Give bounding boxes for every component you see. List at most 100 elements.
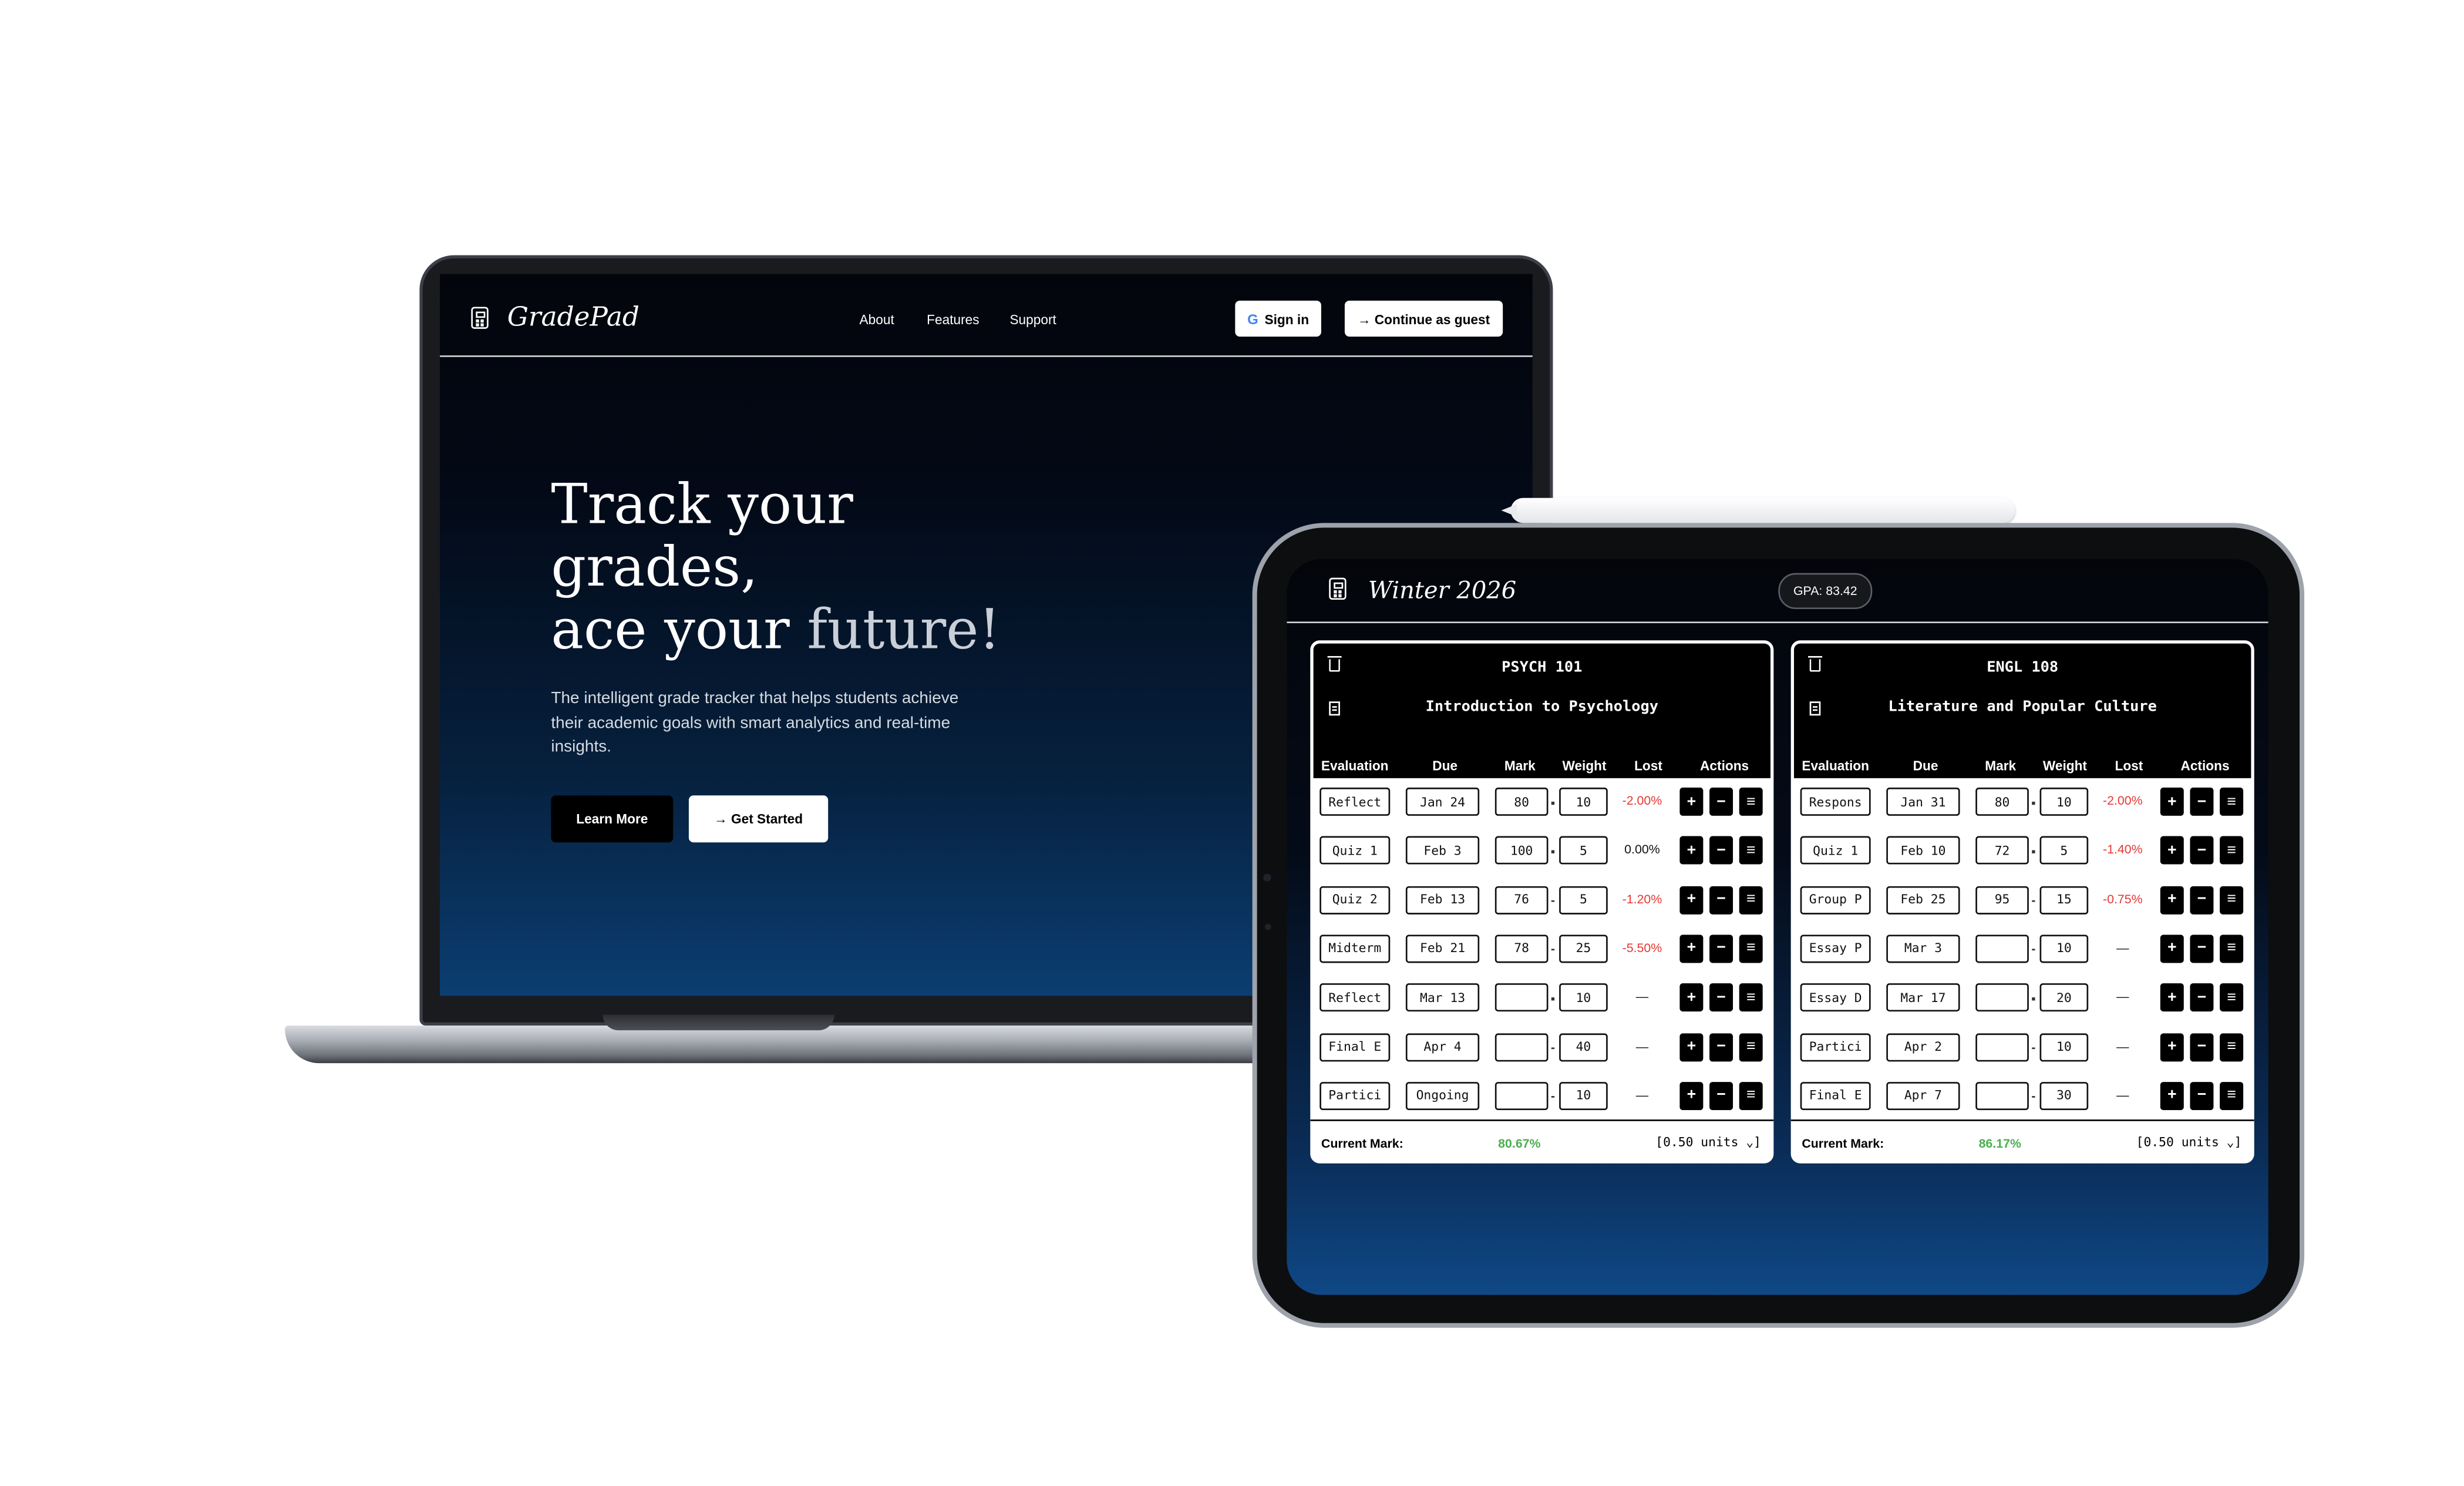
- menu-button[interactable]: ≡: [2220, 934, 2244, 963]
- subtract-button[interactable]: −: [2190, 836, 2214, 865]
- weight-field[interactable]: 40: [1559, 1033, 1608, 1061]
- subtract-button[interactable]: −: [1709, 1033, 1733, 1061]
- subtract-button[interactable]: −: [1709, 836, 1733, 865]
- evaluation-field[interactable]: Partici: [1319, 1081, 1391, 1110]
- mark-field[interactable]: 80: [1494, 787, 1549, 816]
- due-field[interactable]: Jan 24: [1405, 787, 1480, 816]
- weight-field[interactable]: 5: [1559, 885, 1608, 914]
- add-button[interactable]: +: [1679, 934, 1704, 963]
- get-started-button[interactable]: → Get Started: [688, 795, 829, 843]
- due-field[interactable]: Apr 2: [1886, 1033, 1960, 1061]
- evaluation-field[interactable]: Quiz 1: [1800, 836, 1871, 865]
- continue-as-guest-button[interactable]: → Continue as guest: [1344, 300, 1503, 337]
- add-button[interactable]: +: [2160, 787, 2184, 816]
- menu-button[interactable]: ≡: [2220, 983, 2244, 1012]
- mark-field[interactable]: 80: [1975, 787, 2029, 816]
- weight-field[interactable]: 20: [2039, 983, 2089, 1012]
- mark-field[interactable]: [1975, 934, 2029, 963]
- learn-more-button[interactable]: Learn More: [551, 795, 674, 843]
- weight-field[interactable]: 10: [2039, 934, 2089, 963]
- evaluation-field[interactable]: Final E: [1800, 1081, 1871, 1110]
- subtract-button[interactable]: −: [1709, 983, 1733, 1012]
- weight-field[interactable]: 10: [2039, 787, 2089, 816]
- weight-field[interactable]: 10: [1559, 1081, 1608, 1110]
- add-button[interactable]: +: [2160, 983, 2184, 1012]
- evaluation-field[interactable]: Essay D: [1800, 983, 1871, 1012]
- due-field[interactable]: Feb 3: [1405, 836, 1480, 865]
- subtract-button[interactable]: −: [1709, 787, 1733, 816]
- brand-name[interactable]: GradePad: [507, 302, 639, 334]
- due-field[interactable]: Feb 25: [1886, 885, 1960, 914]
- add-button[interactable]: +: [1679, 836, 1704, 865]
- evaluation-field[interactable]: Midterm: [1319, 934, 1391, 963]
- mark-field[interactable]: 72: [1975, 836, 2029, 865]
- due-field[interactable]: Ongoing: [1405, 1081, 1480, 1110]
- menu-button[interactable]: ≡: [1739, 934, 1763, 963]
- evaluation-field[interactable]: Respons: [1800, 787, 1871, 816]
- due-field[interactable]: Feb 13: [1405, 885, 1480, 914]
- menu-button[interactable]: ≡: [1739, 787, 1763, 816]
- evaluation-field[interactable]: Reflect: [1319, 787, 1391, 816]
- mark-field[interactable]: [1494, 1033, 1549, 1061]
- menu-button[interactable]: ≡: [2220, 885, 2244, 914]
- due-field[interactable]: Mar 17: [1886, 983, 1960, 1012]
- menu-button[interactable]: ≡: [2220, 836, 2244, 865]
- units-select[interactable]: [0.50 units ⌄]: [2136, 1135, 2242, 1149]
- trash-icon[interactable]: [1807, 655, 1822, 672]
- weight-field[interactable]: 5: [2039, 836, 2089, 865]
- units-select[interactable]: [0.50 units ⌄]: [1655, 1135, 1762, 1149]
- subtract-button[interactable]: −: [1709, 934, 1733, 963]
- document-icon[interactable]: [1809, 701, 1821, 716]
- mark-field[interactable]: [1975, 983, 2029, 1012]
- subtract-button[interactable]: −: [2190, 1081, 2214, 1110]
- menu-button[interactable]: ≡: [2220, 787, 2244, 816]
- due-field[interactable]: Mar 13: [1405, 983, 1480, 1012]
- due-field[interactable]: Feb 21: [1405, 934, 1480, 963]
- document-icon[interactable]: [1329, 701, 1340, 716]
- add-button[interactable]: +: [2160, 1033, 2184, 1061]
- menu-button[interactable]: ≡: [1739, 1033, 1763, 1061]
- mark-field[interactable]: [1494, 983, 1549, 1012]
- due-field[interactable]: Jan 31: [1886, 787, 1960, 816]
- subtract-button[interactable]: −: [2190, 1033, 2214, 1061]
- evaluation-field[interactable]: Quiz 1: [1319, 836, 1391, 865]
- nav-support[interactable]: Support: [1009, 311, 1056, 328]
- weight-field[interactable]: 15: [2039, 885, 2089, 914]
- mark-field[interactable]: 76: [1494, 885, 1549, 914]
- mark-field[interactable]: 95: [1975, 885, 2029, 914]
- weight-field[interactable]: 5: [1559, 836, 1608, 865]
- menu-button[interactable]: ≡: [1739, 983, 1763, 1012]
- evaluation-field[interactable]: Essay P: [1800, 934, 1871, 963]
- subtract-button[interactable]: −: [2190, 983, 2214, 1012]
- evaluation-field[interactable]: Partici: [1800, 1033, 1871, 1061]
- mark-field[interactable]: [1975, 1033, 2029, 1061]
- weight-field[interactable]: 10: [1559, 787, 1608, 816]
- mark-field[interactable]: [1975, 1081, 2029, 1110]
- trash-icon[interactable]: [1327, 655, 1342, 672]
- sign-in-button[interactable]: G Sign in: [1235, 300, 1321, 337]
- evaluation-field[interactable]: Final E: [1319, 1033, 1391, 1061]
- weight-field[interactable]: 10: [1559, 983, 1608, 1012]
- nav-features[interactable]: Features: [927, 311, 979, 328]
- evaluation-field[interactable]: Quiz 2: [1319, 885, 1391, 914]
- add-button[interactable]: +: [1679, 1081, 1704, 1110]
- mark-field[interactable]: [1494, 1081, 1549, 1110]
- due-field[interactable]: Mar 3: [1886, 934, 1960, 963]
- evaluation-field[interactable]: Group P: [1800, 885, 1871, 914]
- add-button[interactable]: +: [2160, 1081, 2184, 1110]
- add-button[interactable]: +: [1679, 1033, 1704, 1061]
- add-button[interactable]: +: [1679, 885, 1704, 914]
- evaluation-field[interactable]: Reflect: [1319, 983, 1391, 1012]
- term-title[interactable]: Winter 2026: [1368, 576, 1517, 604]
- subtract-button[interactable]: −: [2190, 885, 2214, 914]
- mark-field[interactable]: 100: [1494, 836, 1549, 865]
- weight-field[interactable]: 25: [1559, 934, 1608, 963]
- add-button[interactable]: +: [2160, 885, 2184, 914]
- subtract-button[interactable]: −: [2190, 934, 2214, 963]
- add-button[interactable]: +: [1679, 787, 1704, 816]
- menu-button[interactable]: ≡: [1739, 836, 1763, 865]
- due-field[interactable]: Apr 7: [1886, 1081, 1960, 1110]
- menu-button[interactable]: ≡: [1739, 1081, 1763, 1110]
- menu-button[interactable]: ≡: [2220, 1033, 2244, 1061]
- mark-field[interactable]: 78: [1494, 934, 1549, 963]
